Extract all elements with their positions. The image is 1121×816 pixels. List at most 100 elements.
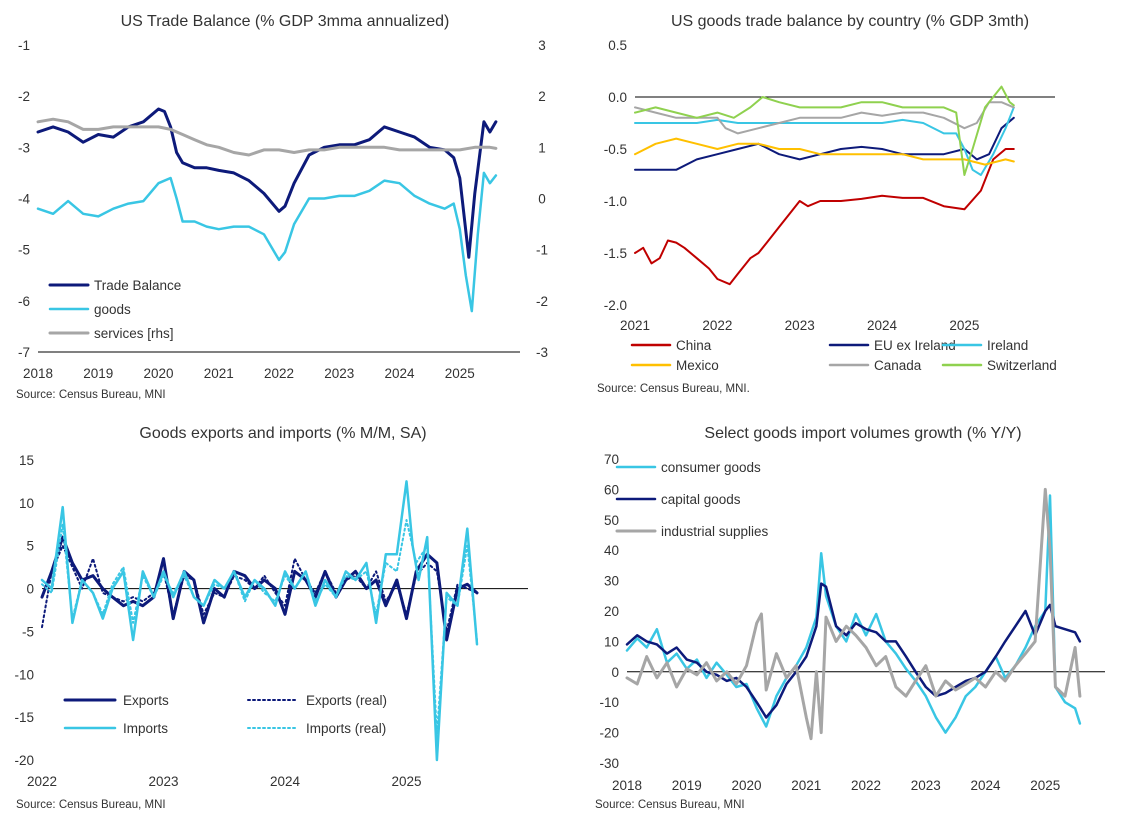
x-tick-label: 2019 [83,366,113,381]
y-right-tick-label: 2 [538,89,546,104]
y-tick-label: -1 [18,38,30,53]
y-tick-label: -2.0 [604,298,627,313]
y-tick-label: -3 [18,140,30,155]
y-tick-label: -10 [599,695,619,710]
trade-balance-panel: US Trade Balance (% GDP 3mma annualized)… [0,0,560,408]
chart-title: US Trade Balance (% GDP 3mma annualized) [121,13,450,30]
x-tick-label: 2020 [143,366,173,381]
source-note: Source: Census Bureau, MNI. [597,383,750,395]
y-tick-label: 10 [19,496,34,511]
source-note: Source: Census Bureau, MNI [595,799,745,811]
y-tick-label: -0.5 [604,142,627,157]
y-tick-label: 5 [26,539,34,554]
y-tick-label: -5 [22,624,34,639]
y-tick-label: 10 [604,634,619,649]
x-tick-label: 2022 [851,778,881,793]
x-tick-label: 2024 [867,318,898,333]
legend-label-exports: Exports [123,693,169,708]
x-tick-label: 2018 [23,366,53,381]
legend-label-imports: Imports [123,721,168,736]
exports-imports-chart: Goods exports and imports (% M/M, SA) 15 1… [14,425,528,811]
y-tick-label: -30 [599,756,619,771]
x-tick-label: 2023 [148,774,178,789]
x-tick-label: 2023 [324,366,354,381]
legend-label-imports-real: Imports (real) [306,721,386,736]
import-volumes-chart: Select goods import volumes growth (% Y/… [595,425,1105,811]
series-line-exports-real [41,544,478,633]
series-line-eu-ex-ireland [634,116,1015,171]
x-tick-label: 2024 [270,774,301,789]
series-line-services-rhs [36,117,498,157]
goods-by-country-panel: US goods trade balance by country (% GDP… [560,0,1121,408]
x-tick-label: 2024 [384,366,415,381]
chart-title: Select goods import volumes growth (% Y/… [704,425,1021,442]
series-line-ireland [634,106,1015,176]
y-tick-label: 15 [19,453,34,468]
y-tick-label: 0 [611,665,619,680]
x-tick-label: 2021 [204,366,234,381]
series-line-imports-real [41,519,478,736]
series-line-switzerland [634,85,1015,176]
legend-label-industrial-supplies: industrial supplies [661,524,769,539]
y-tick-label: -20 [599,726,619,741]
x-tick-label: 2024 [970,778,1001,793]
y-tick-label: -2 [18,89,30,104]
legend-label-exports-real: Exports (real) [306,693,387,708]
y-tick-label: 50 [604,513,619,528]
x-tick-label: 2021 [620,318,650,333]
x-tick-label: 2025 [949,318,979,333]
chart-title: US goods trade balance by country (% GDP… [671,13,1029,30]
import-volumes-panel: Select goods import volumes growth (% Y/… [560,408,1121,816]
y-tick-label: -1.0 [604,194,627,209]
series-line-industrial-supplies [625,487,1082,741]
y-tick-label: -20 [14,753,34,768]
y-right-tick-label: 3 [538,38,546,53]
legend-label-services-rhs: services [rhs] [94,326,174,341]
y-right-tick-label: -3 [536,345,548,360]
legend-label-ireland: Ireland [987,338,1028,353]
y-tick-label: -1.5 [604,246,627,261]
y-tick-label: 20 [604,604,619,619]
trade-balance-chart: US Trade Balance (% GDP 3mma annualized)… [16,13,548,401]
legend-label-china: China [676,338,712,353]
x-tick-label: 2025 [445,366,475,381]
y-tick-label: 60 [604,482,619,497]
y-tick-label: -6 [18,294,30,309]
series-line-goods [36,171,498,313]
series-line-canada [634,101,1015,135]
y-tick-label: -5 [18,243,30,258]
series-line-china [634,148,1015,286]
y-right-tick-label: -1 [536,243,548,258]
exports-imports-panel: Goods exports and imports (% M/M, SA) 15 1… [0,408,560,816]
x-tick-label: 2025 [391,774,421,789]
y-tick-label: 0.0 [608,90,627,105]
series-line-mexico [634,137,1015,166]
x-tick-label: 2022 [264,366,294,381]
legend-label-consumer-goods: consumer goods [661,460,761,475]
series-line-trade-balance [36,107,498,259]
x-tick-label: 2023 [785,318,815,333]
legend-label-canada: Canada [874,358,922,373]
x-tick-label: 2023 [911,778,941,793]
y-tick-label: 30 [604,574,619,589]
y-tick-label: -15 [14,710,34,725]
x-tick-label: 2025 [1030,778,1060,793]
legend-label-capital-goods: capital goods [661,492,741,507]
y-tick-label: -4 [18,192,30,207]
y-right-tick-label: 0 [538,192,546,207]
legend-label-goods: goods [94,302,131,317]
y-tick-label: 0.5 [608,38,627,53]
y-right-tick-label: 1 [538,140,546,155]
x-tick-label: 2018 [612,778,642,793]
y-tick-label: -7 [18,345,30,360]
x-tick-label: 2020 [731,778,761,793]
legend-label-eu-ex-ireland: EU ex Ireland [874,338,956,353]
series-line-imports [40,480,479,762]
y-tick-label: 0 [26,582,34,597]
goods-by-country-chart: US goods trade balance by country (% GDP… [597,13,1057,395]
legend-label-mexico: Mexico [676,358,719,373]
series-line-capital-goods [625,582,1082,719]
x-tick-label: 2021 [791,778,821,793]
y-tick-label: 40 [604,543,619,558]
x-tick-label: 2019 [672,778,702,793]
